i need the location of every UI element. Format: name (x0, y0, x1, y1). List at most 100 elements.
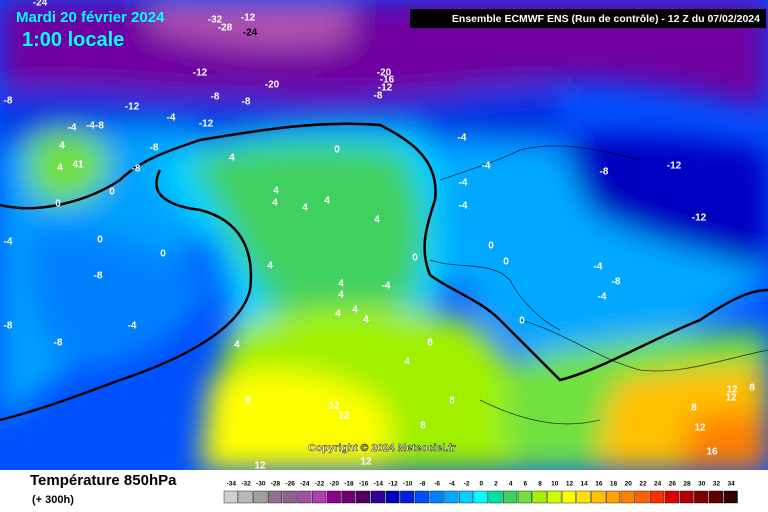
contour-label: -8 (242, 97, 251, 108)
contour-label: 0 (412, 253, 418, 264)
run-label: Ensemble ECMWF ENS (Run de contrôle) - 1… (452, 13, 760, 25)
scale-tick-label: -30 (256, 481, 266, 488)
contour-label: -8 (132, 164, 141, 175)
scale-tick-label: 10 (551, 481, 559, 488)
scale-swatch (547, 490, 562, 504)
scale-swatch (723, 490, 738, 504)
contour-label: 8 (420, 421, 426, 432)
scale-swatch (444, 490, 459, 504)
contour-label: -4 (128, 321, 137, 332)
scale-swatch (326, 490, 341, 504)
scale-swatch (576, 490, 591, 504)
contour-label: 4 (229, 153, 235, 164)
contour-label: 0 (160, 249, 166, 260)
contour-label: 4 (57, 163, 63, 174)
contour-label: 0 (334, 145, 340, 156)
contour-label: -4 (4, 237, 13, 248)
contour-label: -24 (33, 0, 48, 9)
scale-tick-label: -24 (300, 481, 310, 488)
color-scale: -34 -32 -30 -28 -26 -24 -22 -20 -18 -16 -14 -12 -10-… (223, 481, 738, 504)
scale-swatch (370, 490, 385, 504)
contour-label: 0 (488, 241, 494, 252)
scale-tick-label: 30 (698, 481, 706, 488)
contour-label: -8 (4, 96, 13, 107)
scale-tick-label: 22 (639, 481, 647, 488)
contour-label: 4 (302, 203, 308, 214)
contour-label: -8 (54, 338, 63, 349)
contour-label: 4 (338, 279, 344, 290)
scale-tick-label: 24 (654, 481, 662, 488)
contour-label: 0 (519, 316, 525, 327)
contour-label: -4 (482, 161, 491, 172)
scale-swatch (532, 490, 547, 504)
contour-label: 16 (706, 447, 718, 458)
contour-label: -24 (243, 28, 258, 39)
contour-label: 12 (338, 411, 350, 422)
scale-tick-label: -20 (330, 481, 340, 488)
scale-swatch (429, 490, 444, 504)
scale-tick-label: 34 (728, 481, 736, 488)
scale-swatch (488, 490, 503, 504)
contour-label: 4 (352, 305, 358, 316)
scale-swatch (385, 490, 400, 504)
scale-tick-label: -28 (271, 481, 281, 488)
contour-label: -32 (208, 15, 223, 26)
scale-tick-label: 16 (595, 481, 603, 488)
contour-label: 4 (363, 315, 369, 326)
contour-label: 12 (694, 423, 706, 434)
scale-swatch (517, 490, 532, 504)
legend-title: Température 850hPa (30, 472, 177, 489)
scale-tick-label: -26 (285, 481, 295, 488)
contour-label: 12 (328, 401, 340, 412)
scale-tick-label: 6 (524, 481, 528, 488)
scale-swatch (312, 490, 327, 504)
copyright: Copyright © 2024 Meteociel.fr (308, 442, 456, 454)
contour-label: 4 (267, 261, 273, 272)
run-banner (410, 9, 766, 28)
scale-swatch (356, 490, 371, 504)
scale-swatch (650, 490, 665, 504)
scale-tick-label: 18 (610, 481, 618, 488)
scale-tick-label: 20 (625, 481, 633, 488)
scale-tick-label: -8 (420, 481, 426, 488)
contour-label: 0 (503, 257, 509, 268)
scale-tick-label: 12 (566, 481, 574, 488)
scale-tick-label: -14 (374, 481, 384, 488)
scale-tick-label: -34 (227, 481, 237, 488)
contour-label: 12 (726, 385, 738, 396)
contour-label: 12 (254, 461, 266, 472)
contour-label: 4 (374, 215, 380, 226)
scale-tick-label: -32 (241, 481, 251, 488)
scale-tick-label: 26 (669, 481, 677, 488)
scale-tick-label: -6 (434, 481, 440, 488)
legend-subtitle: (+ 300h) (32, 494, 74, 506)
scale-tick-label: -12 (388, 481, 398, 488)
scale-swatch (267, 490, 283, 504)
contour-label: 4 (324, 196, 330, 207)
scale-swatch (635, 490, 650, 504)
scale-tick-label: -2 (464, 481, 470, 488)
scale-swatch (620, 490, 635, 504)
contour-label: 8 (749, 383, 755, 394)
scale-swatch (282, 490, 297, 504)
scale-swatch (561, 490, 576, 504)
temperature-field (0, 0, 768, 470)
contour-label: -12 (199, 119, 214, 130)
scale-swatch (238, 490, 253, 504)
scale-tick-label: -22 (315, 481, 325, 488)
scale-tick-label: 4 (509, 481, 513, 488)
scale-swatch (400, 490, 415, 504)
contour-label: -4 (594, 262, 603, 273)
contour-label: 4 (234, 340, 240, 351)
contour-label: -12 (193, 68, 208, 79)
scale-tick-label: -16 (359, 481, 369, 488)
scale-swatch (297, 490, 312, 504)
contour-label: 8 (427, 338, 433, 349)
scale-swatch (664, 490, 679, 504)
contour-label: -12 (667, 161, 682, 172)
scale-swatch (341, 490, 356, 504)
scale-tick-label: -18 (344, 481, 354, 488)
scale-swatch (473, 490, 488, 504)
scale-swatch (606, 490, 621, 504)
